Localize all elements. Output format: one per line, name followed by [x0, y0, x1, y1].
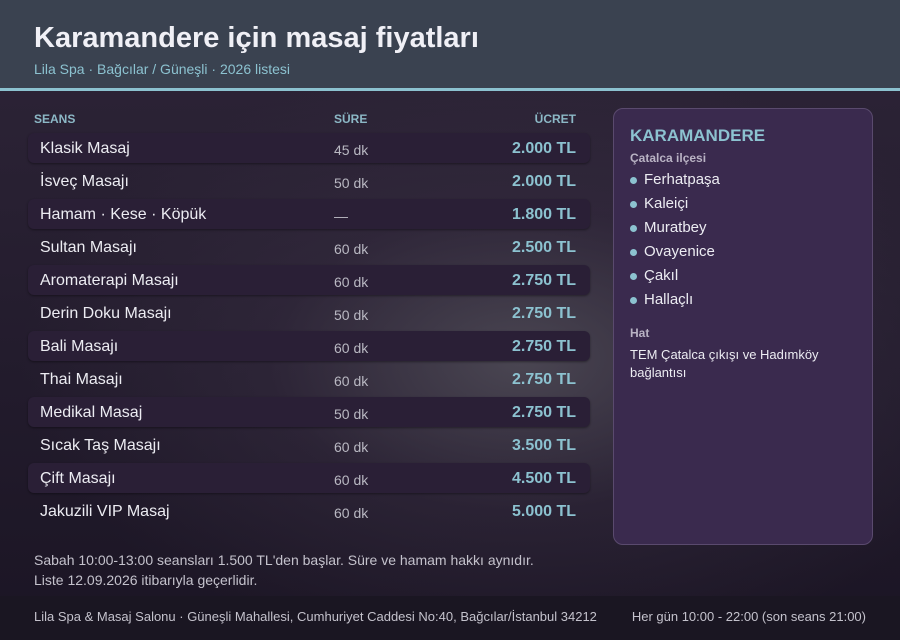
table-row: Medikal Masaj 50 dk 2.750 TL	[28, 397, 590, 427]
bullet	[630, 177, 637, 184]
service-name: Medikal Masaj	[40, 404, 143, 421]
duration: 60 dk	[334, 241, 369, 257]
service-name: Sıcak Taş Masajı	[40, 437, 161, 454]
price: 2.000 TL	[511, 140, 576, 157]
hours: Her gün 10:00 - 22:00 (son seans 21:00)	[631, 609, 866, 624]
neighbourhood: Ovayenice	[644, 243, 715, 260]
service-name: İsveç Masajı	[40, 173, 129, 190]
service-name: Klasik Masaj	[40, 140, 130, 157]
column-header: SEANS	[34, 112, 76, 126]
address: Lila Spa & Masaj Salonu · Güneşli Mahall…	[34, 609, 597, 624]
duration: 60 dk	[334, 439, 369, 455]
bullet	[630, 201, 637, 208]
duration: 60 dk	[334, 373, 369, 389]
price: 4.500 TL	[511, 470, 576, 487]
price: 2.750 TL	[511, 272, 576, 289]
table-row: Hamam · Kese · Köpük — 1.800 TL	[28, 199, 590, 229]
bullet	[630, 273, 637, 280]
header: Karamandere için masaj fiyatları Lila Sp…	[0, 0, 900, 91]
bullet	[630, 225, 637, 232]
column-header: ÜCRET	[534, 112, 576, 126]
neighbourhood: Muratbey	[644, 219, 707, 236]
table-row: Derin Doku Masajı 50 dk 2.750 TL	[28, 298, 590, 328]
bullet	[630, 297, 637, 304]
service-name: Thai Masajı	[40, 371, 123, 388]
price: 2.750 TL	[511, 305, 576, 322]
price: 5.000 TL	[511, 503, 576, 520]
table-row: Klasik Masaj 45 dk 2.000 TL	[28, 133, 590, 163]
duration: 60 dk	[334, 340, 369, 356]
duration: 60 dk	[334, 274, 369, 290]
table-row: Jakuzili VIP Masaj 60 dk 5.000 TL	[28, 496, 590, 526]
price: 2.750 TL	[511, 338, 576, 355]
price: 2.000 TL	[511, 173, 576, 190]
table-row: Aromaterapi Masajı 60 dk 2.750 TL	[28, 265, 590, 295]
service-name: Hamam · Kese · Köpük	[40, 206, 207, 223]
service-name: Sultan Masajı	[40, 239, 137, 256]
service-name: Çift Masajı	[40, 470, 116, 487]
table-row: Thai Masajı 60 dk 2.750 TL	[28, 364, 590, 394]
table-row: Bali Masajı 60 dk 2.750 TL	[28, 331, 590, 361]
table-row: Çift Masajı 60 dk 4.500 TL	[28, 463, 590, 493]
price: 2.500 TL	[511, 239, 576, 256]
duration: —	[334, 208, 348, 224]
neighbourhood: Kaleiçi	[644, 195, 689, 212]
neighbourhood: Ferhatpaşa	[644, 171, 720, 188]
service-name: Jakuzili VIP Masaj	[40, 503, 170, 520]
service-name: Bali Masajı	[40, 338, 119, 355]
service-name: Derin Doku Masajı	[40, 305, 172, 322]
district: Çatalca ilçesi	[630, 151, 707, 165]
price: 3.500 TL	[511, 437, 576, 454]
route: TEM Çatalca çıkışı ve Hadımköy bağlantıs…	[630, 347, 819, 380]
duration: 60 dk	[334, 505, 369, 521]
note: Liste 12.09.2026 itibarıyla geçerlidir.	[34, 572, 258, 588]
duration: 50 dk	[334, 175, 369, 191]
sidebar-title: KARAMANDERE	[630, 126, 766, 145]
neighbourhood: Çakıl	[644, 267, 679, 284]
duration: 50 dk	[334, 406, 369, 422]
route-label: Hat	[630, 326, 650, 340]
service-name: Aromaterapi Masajı	[40, 272, 179, 289]
footer: Lila Spa & Masaj Salonu · Güneşli Mahall…	[0, 596, 900, 640]
neighbourhood: Hallaçlı	[644, 291, 694, 308]
duration: 50 dk	[334, 307, 369, 323]
subtitle: Lila Spa · Bağcılar / Güneşli · 2026 lis…	[34, 61, 291, 77]
duration: 60 dk	[334, 472, 369, 488]
price: 1.800 TL	[511, 206, 576, 223]
duration: 45 dk	[334, 142, 369, 158]
sidebar: KARAMANDERE Çatalca ilçesi Ferhatpaşa Kal…	[613, 108, 873, 545]
title: Karamandere için masaj fiyatları	[34, 22, 479, 54]
table-row: İsveç Masajı 50 dk 2.000 TL	[28, 166, 590, 196]
price: 2.750 TL	[511, 404, 576, 421]
column-header: SÜRE	[334, 112, 368, 126]
table-row: Sıcak Taş Masajı 60 dk 3.500 TL	[28, 430, 590, 460]
price: 2.750 TL	[511, 371, 576, 388]
table-row: Sultan Masajı 60 dk 2.500 TL	[28, 232, 590, 262]
note: Sabah 10:00-13:00 seansları 1.500 TL'den…	[34, 552, 534, 568]
bullet	[630, 249, 637, 256]
